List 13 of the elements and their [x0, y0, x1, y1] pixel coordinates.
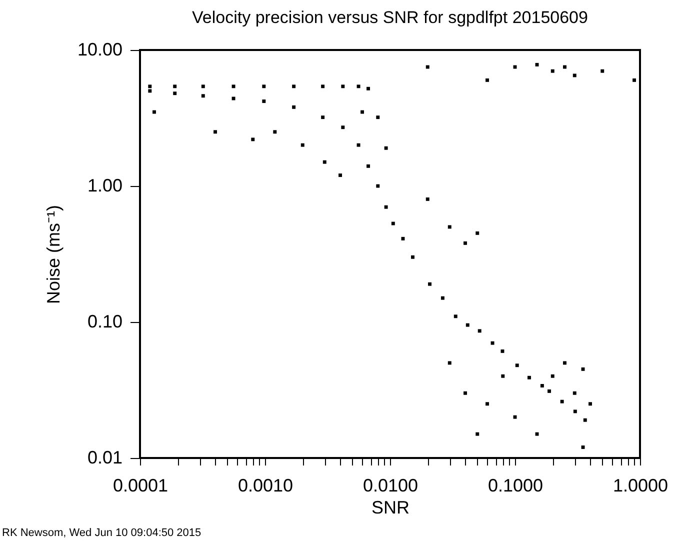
x-tick-label: 0.0100 — [362, 476, 418, 496]
x-tick-label: 0.1000 — [488, 476, 544, 496]
x-tick-label: 1.0000 — [612, 476, 668, 496]
x-tick-label: 0.0010 — [238, 476, 294, 496]
chart-title: Velocity precision versus SNR for sgpdlfpt 20150609 — [192, 8, 588, 27]
x-tick-label: 0.0001 — [112, 476, 168, 496]
y-tick-label: 0.10 — [87, 312, 122, 332]
y-tick-label: 1.00 — [87, 176, 122, 196]
x-axis-title: SNR — [371, 498, 410, 518]
y-tick-label: 0.01 — [87, 448, 122, 468]
y-axis-title: Noise (ms⁻¹) — [43, 205, 64, 304]
y-tick-label: 10.00 — [77, 40, 122, 60]
text: RK Newsom, Wed Jun 10 09:04:50 2015 — [2, 527, 202, 539]
